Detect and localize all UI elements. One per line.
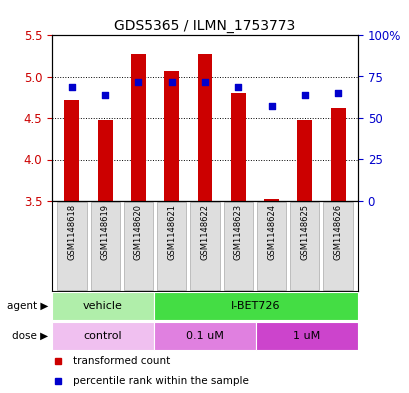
Text: control: control [83,331,122,341]
Bar [330,108,345,201]
Text: GSM1148623: GSM1148623 [233,204,242,260]
Text: dose ▶: dose ▶ [12,331,48,341]
Text: GSM1148618: GSM1148618 [67,204,76,260]
Point [168,79,175,85]
Bar [97,121,112,201]
Bar [197,54,212,201]
FancyBboxPatch shape [154,292,357,320]
FancyBboxPatch shape [255,322,357,350]
Text: 0.1 uM: 0.1 uM [186,331,223,341]
FancyBboxPatch shape [90,202,119,290]
Text: vehicle: vehicle [83,301,123,311]
Point [69,84,75,90]
FancyBboxPatch shape [290,202,319,290]
Point [201,79,208,85]
Bar [263,199,279,201]
Point [334,90,340,96]
Text: agent ▶: agent ▶ [7,301,48,311]
Text: GSM1148624: GSM1148624 [266,204,275,260]
Text: GSM1148626: GSM1148626 [333,204,342,260]
Bar [164,71,179,201]
FancyBboxPatch shape [323,202,352,290]
Point [102,92,108,98]
Text: percentile rank within the sample: percentile rank within the sample [73,376,249,386]
Bar [130,54,146,201]
Point [301,92,307,98]
Bar [230,93,245,201]
Text: GSM1148625: GSM1148625 [299,204,308,260]
FancyBboxPatch shape [190,202,219,290]
Bar [297,121,312,201]
FancyBboxPatch shape [157,202,186,290]
FancyBboxPatch shape [154,322,255,350]
Title: GDS5365 / ILMN_1753773: GDS5365 / ILMN_1753773 [114,18,295,33]
Text: 1 uM: 1 uM [293,331,320,341]
FancyBboxPatch shape [223,202,252,290]
Text: I-BET726: I-BET726 [231,301,280,311]
Bar [64,100,79,201]
FancyBboxPatch shape [52,292,154,320]
Text: GSM1148622: GSM1148622 [200,204,209,260]
FancyBboxPatch shape [52,322,154,350]
Point [267,103,274,109]
Point [234,84,241,90]
FancyBboxPatch shape [256,202,285,290]
Point [135,79,142,85]
FancyBboxPatch shape [124,202,153,290]
Text: GSM1148619: GSM1148619 [101,204,110,260]
Text: GSM1148621: GSM1148621 [167,204,176,260]
Text: GSM1148620: GSM1148620 [134,204,143,260]
Text: transformed count: transformed count [73,356,170,366]
FancyBboxPatch shape [57,202,86,290]
